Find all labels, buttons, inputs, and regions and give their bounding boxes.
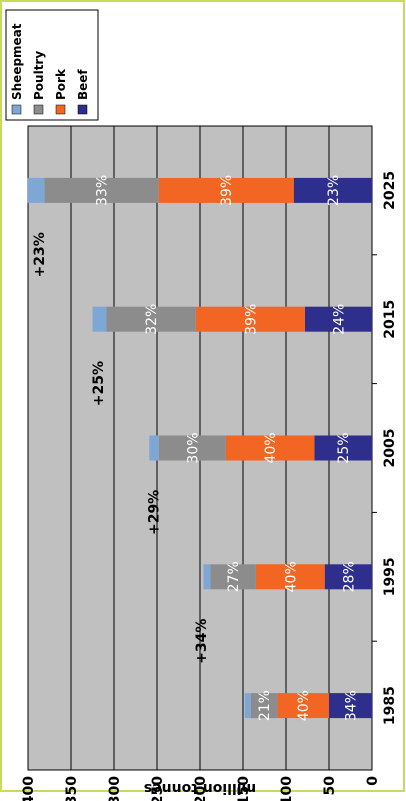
y-tick-label: 350: [64, 776, 80, 801]
legend-swatch-beef: [77, 104, 88, 115]
bar-segment-sheepmeat: [149, 435, 159, 461]
y-tick-label: 100: [279, 776, 295, 801]
growth-annotation: +29%: [146, 490, 162, 535]
bar-percentage-label: 21%: [257, 690, 273, 721]
y-axis-label: million tonnes: [144, 780, 256, 796]
x-tick-label: 2015: [382, 300, 398, 339]
bar-segment-sheepmeat: [92, 306, 107, 332]
bar-percentage-label: 39%: [243, 304, 259, 335]
legend-swatch-sheepmeat: [11, 104, 22, 115]
bar-percentage-label: 40%: [283, 561, 299, 592]
bars: [27, 177, 373, 719]
y-tick-label: 50: [322, 776, 338, 796]
x-axis-ticks: 1985 1995 2005 2015 2025: [372, 171, 398, 725]
legend-box: [5, 9, 99, 121]
bar-percentage-label: 25%: [336, 432, 352, 463]
legend-label: Beef: [76, 69, 90, 100]
growth-annotations: +34% +29% +25% +23%: [32, 232, 210, 664]
growth-annotation: +34%: [194, 619, 210, 664]
bar-segment-beef: [324, 564, 373, 590]
growth-annotation: +25%: [91, 361, 107, 406]
bar-segment-pork: [158, 177, 294, 203]
bar-percentage-label: 30%: [185, 432, 201, 463]
bar-percentage-label: 28%: [341, 561, 357, 592]
bar-segment-pork: [255, 564, 325, 590]
bar-segment-poultry: [44, 177, 159, 203]
bar-segment-sheepmeat: [27, 177, 45, 203]
bar-segment-pork: [277, 693, 329, 719]
bar-percentage-label: 32%: [144, 304, 160, 335]
bar-segment-sheepmeat: [244, 693, 251, 719]
bar-segment-beef: [314, 435, 373, 461]
bar-segment-beef: [304, 306, 373, 332]
bar-segment-poultry: [250, 693, 278, 719]
bar-segment-poultry: [210, 564, 256, 590]
bar-segment-pork: [225, 435, 315, 461]
bar-segment-poultry: [158, 435, 226, 461]
bar-segment-beef: [329, 693, 372, 719]
y-tick-label: 200: [193, 776, 209, 801]
legend-label: Pork: [54, 68, 68, 100]
legend-swatch-pork: [55, 104, 66, 115]
bar-labels: 34% 40% 21% 28% 40% 27% 25% 40% 30% 24% 39% 32% 23% 3…: [95, 175, 360, 721]
legend-label: Poultry: [32, 51, 46, 100]
bar-percentage-label: 27%: [226, 561, 242, 592]
bar-percentage-label: 39%: [219, 175, 235, 206]
bar-percentage-label: 40%: [263, 432, 279, 463]
bar-segment-pork: [195, 306, 305, 332]
y-axis-ticks: 0 50 100 150 200 250 300 350 400: [21, 776, 381, 801]
y-tick-label: 150: [236, 776, 252, 801]
legend-swatch-poultry: [33, 104, 44, 115]
legend-label: Sheepmeat: [10, 23, 24, 100]
bar-segment-sheepmeat: [203, 564, 211, 590]
bar-percentage-label: 23%: [326, 175, 342, 206]
x-tick-label: 1995: [382, 557, 398, 596]
bar-percentage-label: 34%: [344, 690, 360, 721]
growth-annotation: +23%: [32, 232, 48, 277]
legend: Sheepmeat Poultry Pork Beef: [5, 9, 99, 121]
bar-percentage-label: 33%: [95, 175, 111, 206]
bar-segment-poultry: [106, 306, 196, 332]
y-tick-label: 400: [21, 776, 37, 801]
bar-percentage-label: 24%: [331, 304, 347, 335]
bar-percentage-label: 40%: [296, 690, 312, 721]
rotated-chart: 34% 40% 21% 28% 40% 27% 25% 40% 30% 24% 39% 32% 23% 3…: [5, 9, 398, 801]
y-tick-label: 0: [365, 776, 381, 786]
x-tick-label: 1985: [382, 686, 398, 725]
y-tick-label: 300: [107, 776, 123, 801]
bar-segment-beef: [293, 177, 372, 203]
x-tick-label: 2005: [382, 429, 398, 468]
x-tick-label: 2025: [382, 171, 398, 210]
y-tick-label: 250: [150, 776, 166, 801]
